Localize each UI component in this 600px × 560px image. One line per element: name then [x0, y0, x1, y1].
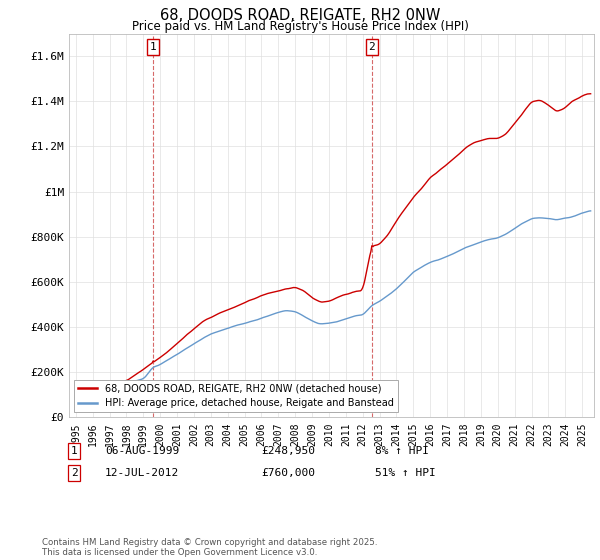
Text: £248,950: £248,950 [261, 446, 315, 456]
Text: 12-JUL-2012: 12-JUL-2012 [105, 468, 179, 478]
Legend: 68, DOODS ROAD, REIGATE, RH2 0NW (detached house), HPI: Average price, detached : 68, DOODS ROAD, REIGATE, RH2 0NW (detach… [74, 380, 398, 412]
Text: 1: 1 [71, 446, 77, 456]
Text: 1: 1 [149, 42, 157, 52]
Text: 06-AUG-1999: 06-AUG-1999 [105, 446, 179, 456]
Text: 2: 2 [71, 468, 77, 478]
Text: 8% ↑ HPI: 8% ↑ HPI [375, 446, 429, 456]
Text: Price paid vs. HM Land Registry's House Price Index (HPI): Price paid vs. HM Land Registry's House … [131, 20, 469, 32]
Text: £760,000: £760,000 [261, 468, 315, 478]
Text: Contains HM Land Registry data © Crown copyright and database right 2025.
This d: Contains HM Land Registry data © Crown c… [42, 538, 377, 557]
Text: 51% ↑ HPI: 51% ↑ HPI [375, 468, 436, 478]
Text: 68, DOODS ROAD, REIGATE, RH2 0NW: 68, DOODS ROAD, REIGATE, RH2 0NW [160, 8, 440, 24]
Text: 2: 2 [368, 42, 375, 52]
